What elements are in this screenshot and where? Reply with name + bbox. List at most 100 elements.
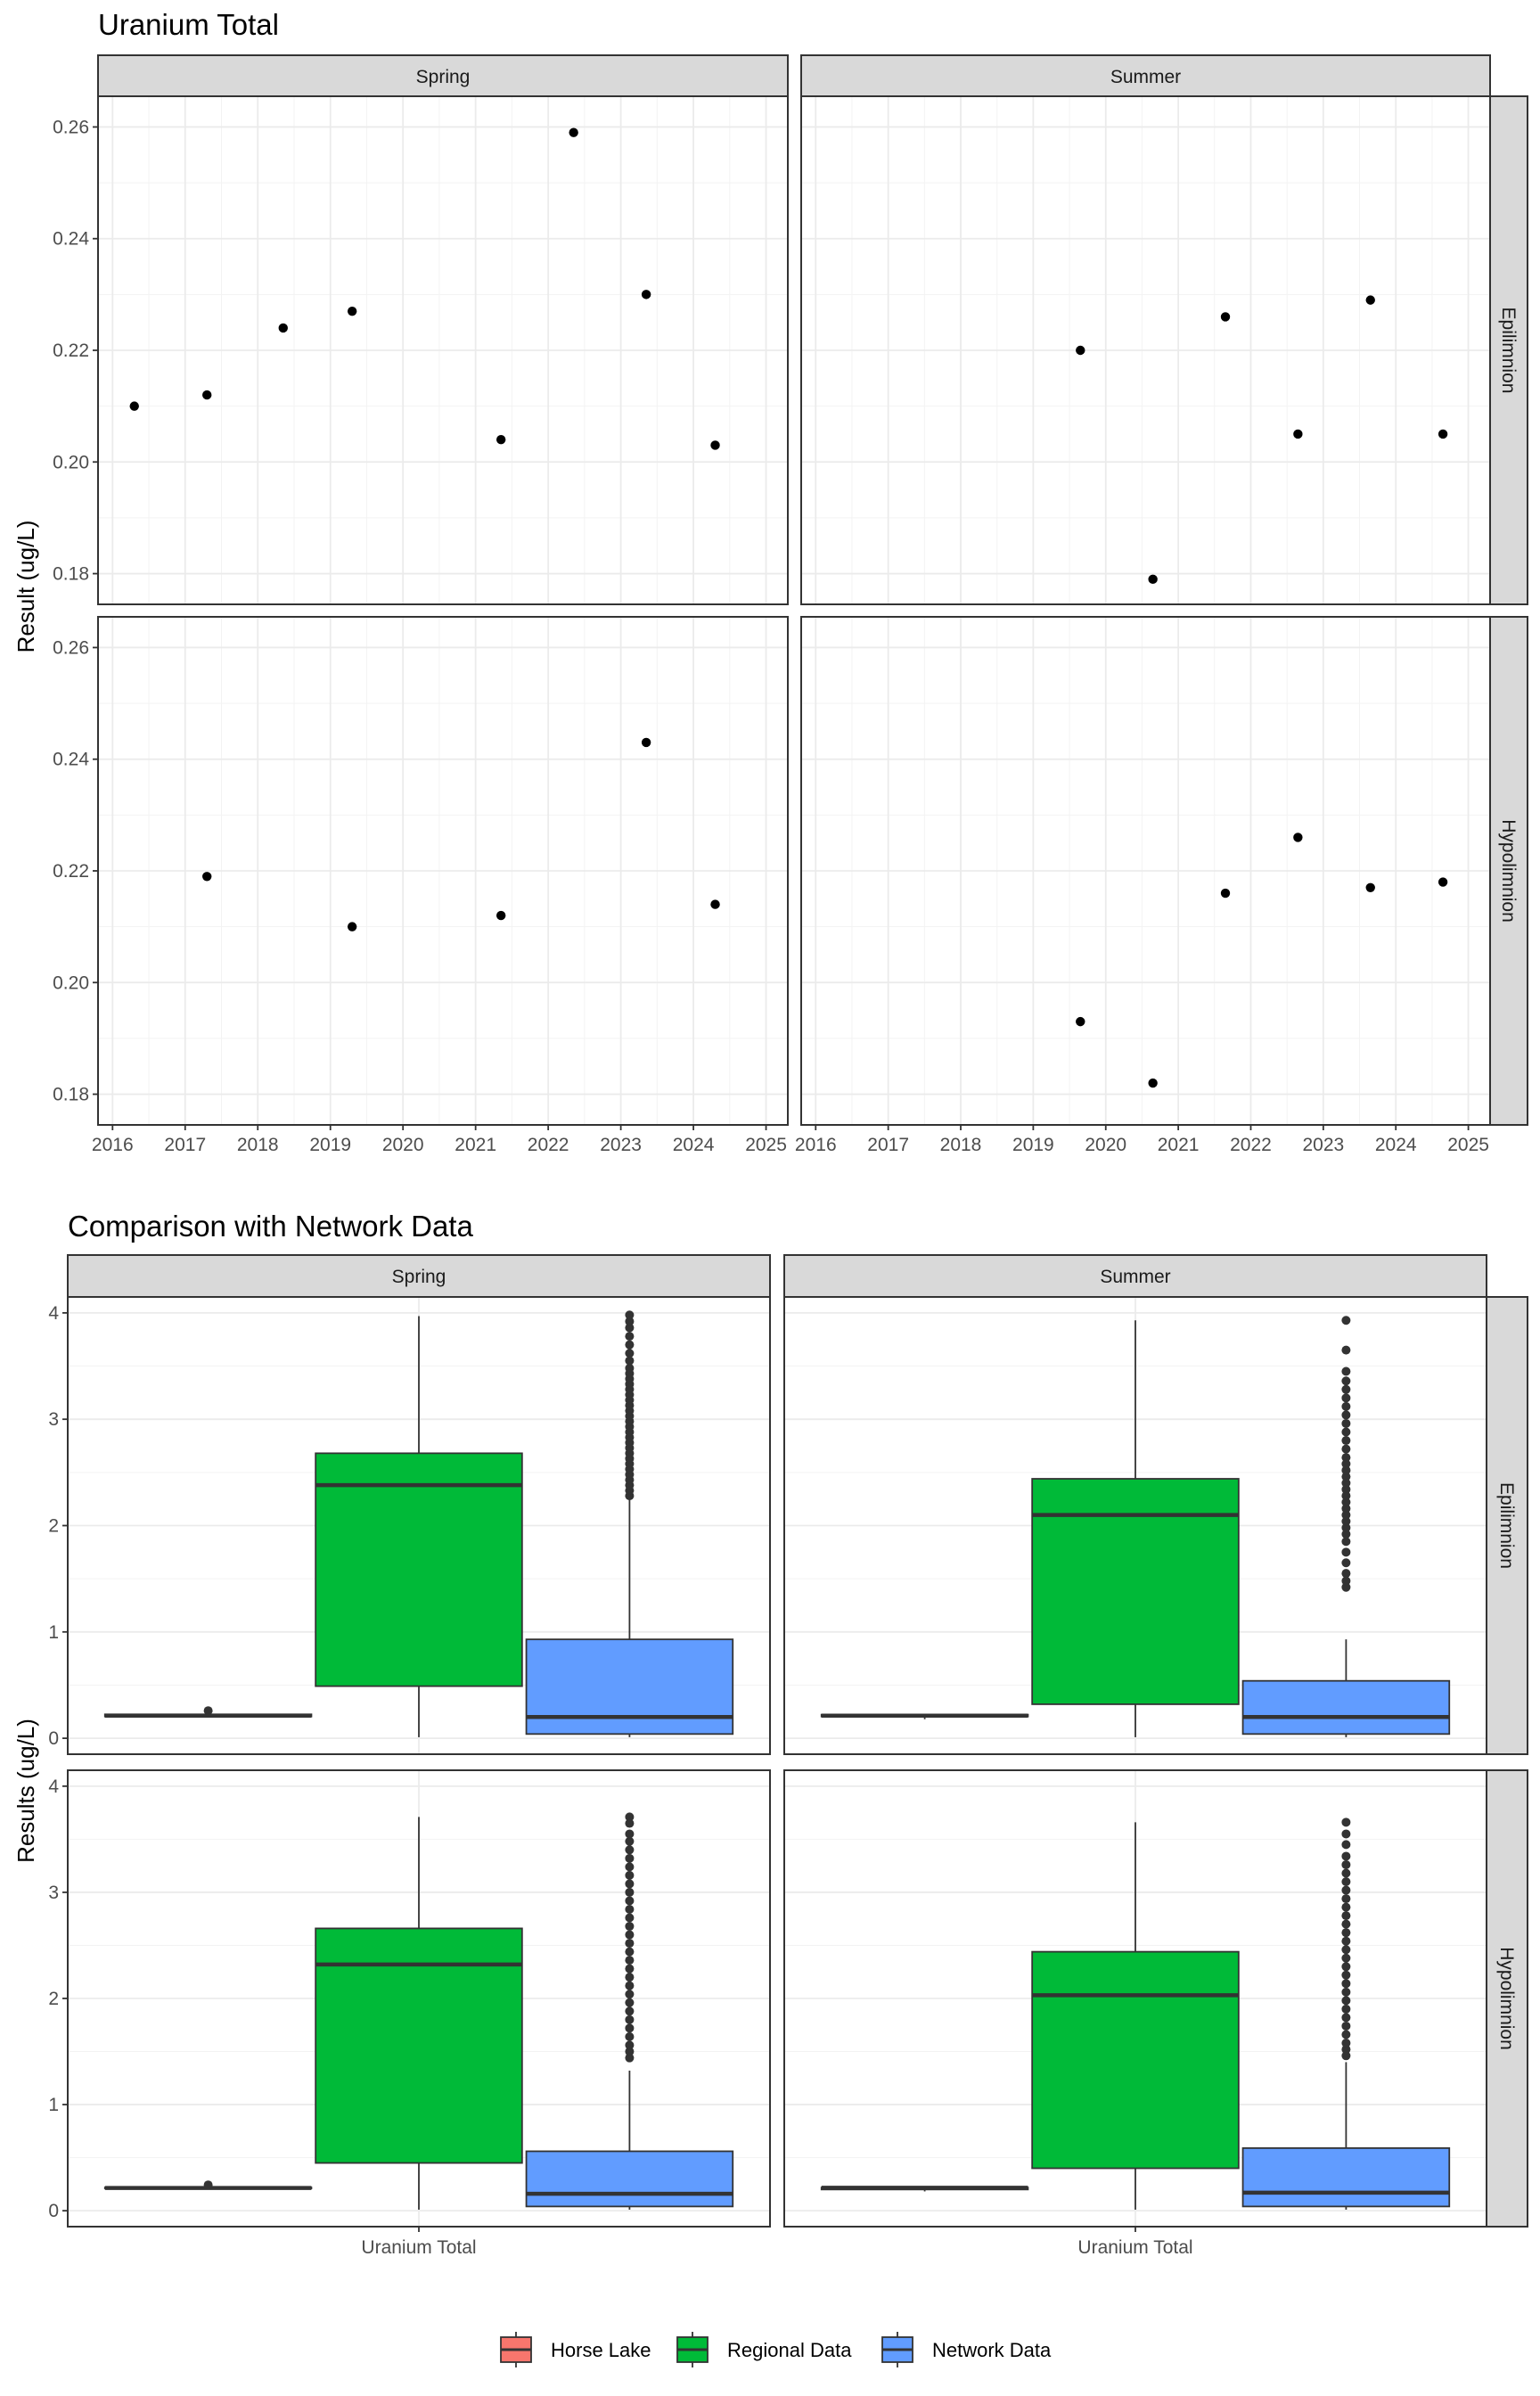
chart2-box-network-data <box>1241 1818 1451 2210</box>
box-outlier <box>1341 1911 1351 1921</box>
chart1-x-tick-label: 2020 <box>1085 1135 1126 1155</box>
legend-item-network-data: Network Data <box>881 2332 1052 2367</box>
chart1-x-tick-label: 2016 <box>92 1135 134 1155</box>
chart1-point <box>1293 429 1303 439</box>
box-iqr <box>1031 1478 1240 1705</box>
chart2-box-network-data <box>525 1812 734 2210</box>
box-outlier <box>1341 1418 1351 1428</box>
box-outlier <box>625 1939 635 1949</box>
box-outlier <box>625 1930 635 1940</box>
box-outlier <box>1341 2021 1351 2031</box>
chart2-y-tick-label: 2 <box>48 1516 59 1537</box>
chart2-box-regional-data <box>315 1817 523 2210</box>
box-outlier <box>1341 1410 1351 1420</box>
chart1-point <box>1076 1016 1085 1027</box>
box-outlier <box>1341 1569 1351 1579</box>
chart1-x-tick-label: 2019 <box>1012 1135 1054 1155</box>
box-outlier <box>625 1964 635 1973</box>
box-outlier <box>1341 1384 1351 1394</box>
chart1-point <box>202 872 212 882</box>
chart1-y-tick-label: 0.24 <box>53 750 89 770</box>
box-outlier <box>1341 1894 1351 1904</box>
box-outlier <box>1341 1928 1351 1938</box>
chart1-strip-spring <box>97 54 789 97</box>
chart1-x-tick-label: 2024 <box>1375 1135 1417 1155</box>
chart1-strip-label-spring: Spring <box>416 67 471 87</box>
chart1-point <box>1148 574 1158 585</box>
box-outlier <box>1341 1953 1351 1963</box>
box-outlier <box>1341 1401 1351 1411</box>
box-iqr <box>1241 1679 1451 1735</box>
box-outlier <box>1341 1818 1351 1827</box>
chart2-strip-label-summer: Summer <box>1100 1267 1170 1287</box>
box-outlier <box>1341 2039 1351 2048</box>
box-outlier <box>1341 1962 1351 1972</box>
chart1-x-tick-label: 2018 <box>237 1135 279 1155</box>
box-outlier <box>1341 1547 1351 1557</box>
box-outlier <box>1341 2004 1351 2014</box>
box-outlier <box>1341 1516 1351 1526</box>
chart1-strip-label-epilimnion: Epilimnion <box>1498 308 1519 394</box>
box-iqr <box>1031 1950 1240 2170</box>
box-outlier <box>1341 1393 1351 1403</box>
chart2-y-tick-label: 1 <box>48 1622 59 1643</box>
chart2-boxplot-facets: Spring Summer Epilimnion Hypolimnion 0 1 2 3 4 0 1… <box>48 1254 1528 2258</box>
box-outlier <box>625 1913 635 1923</box>
box-outlier <box>1341 1478 1351 1488</box>
chart1-x-tick-label: 2018 <box>940 1135 982 1155</box>
chart1-x-tick-label: 2023 <box>1302 1135 1344 1155</box>
chart2-box-network-data <box>1241 1316 1451 1737</box>
panel-border <box>800 616 1491 1126</box>
legend-label-network-data: Network Data <box>932 2339 1052 2361</box>
chart2-y-tick-label: 2 <box>48 1989 59 2009</box>
chart1-scatter-facets: Spring Summer Epilimnion Hypolimnion 0.18 0.2… <box>53 54 1528 1155</box>
box-outlier <box>1341 1868 1351 1878</box>
box-outlier <box>625 1870 635 1880</box>
chart1-panel-spring-epilimnion <box>97 95 789 605</box>
box-outlier <box>625 1904 635 1914</box>
box-outlier <box>625 1340 635 1350</box>
chart2-panel-spring-epilimnion <box>67 1296 771 1755</box>
box-outlier <box>1341 1936 1351 1946</box>
chart1-x-tick-label: 2020 <box>382 1135 424 1155</box>
chart1-point <box>496 435 506 445</box>
box-outlier <box>625 2014 635 2024</box>
chart2-y-tick-label: 4 <box>48 1303 59 1324</box>
chart2-strip-label-spring: Spring <box>392 1267 446 1287</box>
box-outlier <box>1341 1522 1351 1532</box>
box-outlier <box>625 2053 635 2063</box>
box-outlier <box>1341 1453 1351 1463</box>
box-outlier <box>1341 1582 1351 1592</box>
box-outlier <box>1341 1366 1351 1376</box>
box-iqr <box>525 1638 734 1735</box>
box-outlier <box>1341 1465 1351 1475</box>
chart1-point <box>1365 295 1375 305</box>
chart2-box-network-data <box>525 1310 734 1737</box>
chart2-strip-epilimnion <box>1486 1296 1528 1755</box>
box-iqr <box>525 2150 734 2208</box>
chart1-point <box>1076 345 1085 356</box>
chart1-point <box>129 401 139 411</box>
chart1-x-tick-label: 2017 <box>867 1135 909 1155</box>
chart2-x-tick-label: Uranium Total <box>1077 2237 1192 2258</box>
panel-border <box>783 1296 1487 1755</box>
chart2-y-tick-label: 1 <box>48 2095 59 2115</box>
chart1-y-tick-label: 0.20 <box>53 972 89 993</box>
chart1-point <box>569 127 578 137</box>
box-outlier <box>625 2040 635 2050</box>
box-outlier <box>1341 2045 1351 2055</box>
box-iqr <box>315 1927 523 2164</box>
box-outlier <box>1341 1829 1351 1839</box>
chart1-x-tick-label: 2025 <box>1447 1135 1489 1155</box>
chart1-point <box>1438 877 1448 887</box>
box-outlier <box>1341 1530 1351 1539</box>
box-outlier <box>625 1332 635 1342</box>
chart2-strip-label-epilimnion: Epilimnion <box>1496 1482 1517 1569</box>
box-outlier <box>1341 1444 1351 1454</box>
chart1-panel-summer-epilimnion <box>800 95 1491 605</box>
chart1-x-tick-label: 2024 <box>673 1135 715 1155</box>
chart2-y-tick-label: 3 <box>48 1409 59 1430</box>
box-outlier <box>625 2047 635 2056</box>
chart1-point <box>496 910 506 921</box>
chart1-y-tick-label: 0.18 <box>53 1085 89 1105</box>
